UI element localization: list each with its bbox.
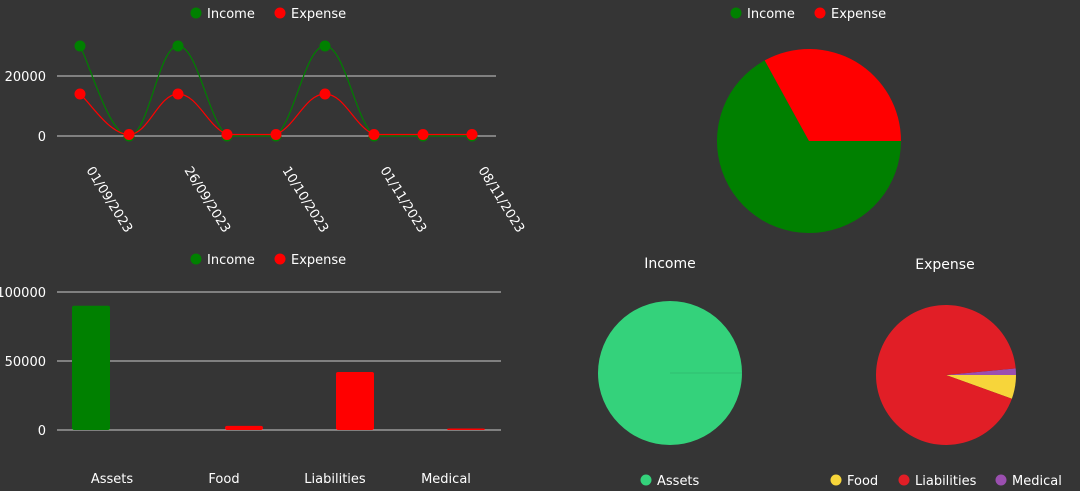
y-tick-label: 0 [38,424,46,439]
category-bar-chart: 100000 50000 0 Assets Food Liabilities Medical [0,286,501,487]
expense-category-pie: Food Liabilities Medical [830,304,1062,489]
expense-pie-legend-label: Liabilities [915,474,977,489]
bar-legend-income-label: Income [207,253,255,268]
data-point-expense [466,129,478,140]
x-category-label: Food [208,472,239,487]
x-tick-label: 01/09/2023 [83,164,135,235]
data-point-income [172,40,184,52]
y-tick-label: 0 [38,130,46,145]
expense-pie-title: Expense [915,257,974,273]
bar-legend-expense-swatch [274,253,286,265]
bar-chart-legend: Income Expense [190,253,346,268]
expense-pie-legend-label: Food [847,474,878,489]
data-point-income [74,40,86,52]
data-point-expense [172,88,184,100]
data-point-expense [368,129,380,140]
x-tick-label: 01/11/2023 [377,164,429,235]
bar-expense-liabilities [336,372,374,430]
data-point-expense [319,88,331,100]
pie-legend-income-label: Income [747,7,795,22]
legend-income-label: Income [207,7,255,22]
x-tick-label: 10/10/2023 [279,164,331,235]
income-category-pie: Assets [598,301,742,489]
pie-legend-expense-label: Expense [831,7,886,22]
pie-legend-expense-swatch [814,7,826,19]
expense-pie-legend-swatch [830,474,842,486]
bar-expense-food [225,425,263,430]
x-category-label: Liabilities [304,472,366,487]
x-category-label: Assets [91,472,134,487]
data-point-expense [74,88,86,100]
bar-legend-income-swatch [190,253,202,265]
line-chart: 20000 0 01/09/2023 26/09/2023 10/10/2023 01/1… [5,40,527,236]
income-pie-title: Income [644,256,696,272]
pie-slice-liabilities [875,304,1016,445]
legend-income-swatch [190,7,202,19]
bar-income-assets [72,305,110,430]
y-tick-label: 50000 [5,355,46,370]
data-point-expense [417,129,429,140]
legend-expense-swatch [274,7,286,19]
bar-legend-expense-label: Expense [291,253,346,268]
pie-slice-expense [764,49,901,142]
expense-pie-legend-swatch [995,474,1007,486]
y-tick-label: 20000 [5,70,46,85]
x-category-label: Medical [421,472,471,487]
pie-chart-legend: Income Expense [730,7,886,22]
data-point-income [319,40,331,52]
x-tick-label: 08/11/2023 [475,164,527,235]
data-point-expense [270,129,282,140]
y-tick-label: 100000 [0,286,46,301]
income-expense-pie [716,49,901,234]
expense-pie-legend-label: Medical [1012,474,1062,489]
data-point-expense [123,129,135,140]
expense-pie-legend-swatch [898,474,910,486]
income-pie-legend-swatch [640,474,652,486]
income-pie-legend-label: Assets [657,474,700,489]
bar-expense-medical [447,428,485,430]
pie-slice-food [946,375,1016,399]
x-tick-label: 26/09/2023 [181,164,233,235]
series-line-income [79,45,472,137]
line-chart-legend: Income Expense [190,7,346,22]
pie-slice-income [716,60,901,234]
legend-expense-label: Expense [291,7,346,22]
pie-slice-medical [946,368,1016,375]
data-point-expense [221,129,233,140]
pie-legend-income-swatch [730,7,742,19]
